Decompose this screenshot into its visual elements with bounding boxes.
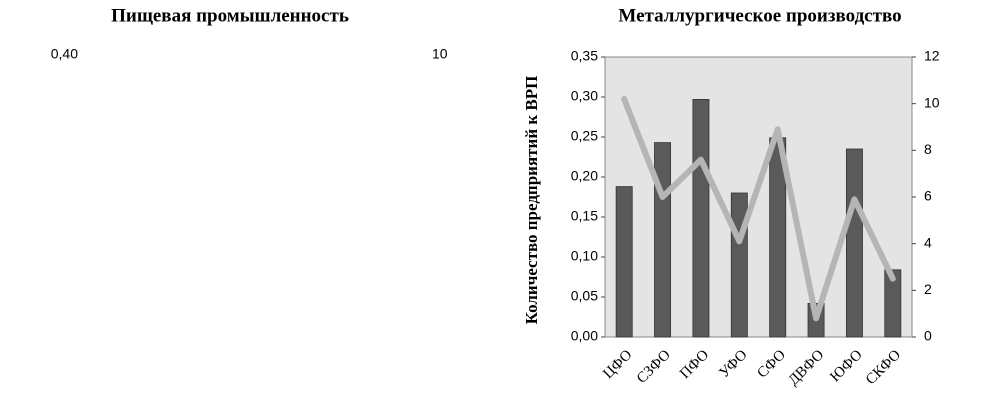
y-tick-label: 0,10	[571, 248, 598, 264]
y-tick-label: 0,05	[571, 288, 598, 304]
y2-tick-label: 10	[432, 46, 448, 62]
y-tick-label: 0,35	[571, 48, 598, 64]
y-tick-label: 0,40	[51, 46, 78, 62]
y-axis-title: Количество предприятий к ВРП	[522, 76, 541, 325]
x-tick-label: УФО	[716, 347, 750, 381]
y2-tick-label: 6	[924, 188, 932, 204]
chart-title: Пищевая промышленность	[111, 5, 349, 26]
bar	[884, 269, 902, 338]
y-tick-label: 0,20	[571, 168, 598, 184]
bar	[845, 148, 863, 338]
x-tick-label: ЦФО	[600, 347, 635, 382]
y2-tick-label: 12	[924, 48, 940, 64]
x-tick-label: СКФО	[863, 347, 904, 388]
bar	[692, 99, 710, 338]
x-tick-label: ДВФО	[786, 347, 828, 389]
chart-title: Металлургическое производство	[618, 5, 901, 26]
y-tick-label: 0,15	[571, 208, 598, 224]
y-tick-label: 0,30	[571, 88, 598, 104]
y2-tick-label: 8	[924, 141, 932, 157]
y2-tick-label: 10	[924, 94, 940, 110]
x-tick-label: ПФО	[677, 347, 712, 382]
bar	[654, 142, 672, 338]
bar	[615, 186, 633, 338]
y2-tick-label: 0	[924, 328, 932, 344]
y2-tick-label: 4	[924, 234, 932, 250]
y-tick-label: 0,25	[571, 128, 598, 144]
bar	[730, 192, 748, 338]
plot-area	[604, 56, 913, 338]
y2-tick-label: 2	[924, 281, 932, 297]
x-tick-label: ЮФО	[827, 347, 866, 386]
x-tick-label: СФО	[754, 347, 789, 382]
line	[621, 96, 896, 322]
x-tick-label: СЗФО	[634, 347, 674, 387]
y-tick-label: 0,00	[571, 328, 598, 344]
